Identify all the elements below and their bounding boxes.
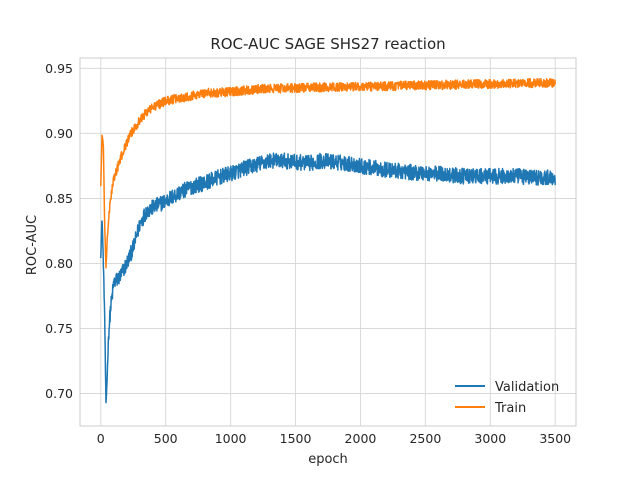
x-tick-label: 0 [97,431,105,446]
y-tick-label: 0.75 [45,321,73,336]
validation-line [100,152,556,404]
legend-label-train: Train [494,401,526,416]
y-axis-label: ROC-AUC [25,215,40,275]
x-tick-label: 500 [154,431,178,446]
x-tick-label: 1000 [215,431,247,446]
tick-labels: 0 500 1000 1500 2000 2500 3000 3500 0.70 0.75 0.80… [45,61,571,446]
y-tick-label: 0.85 [45,191,73,206]
y-tick-label: 0.70 [45,386,73,401]
legend-label-validation: Validation [495,380,559,395]
y-tick-label: 0.95 [45,61,73,76]
x-tick-label: 1500 [280,431,312,446]
x-tick-label: 2500 [409,431,441,446]
x-axis-label: epoch [308,452,348,467]
y-tick-label: 0.90 [45,126,73,141]
y-tick-label: 0.80 [45,256,73,271]
x-tick-label: 3500 [539,431,571,446]
x-tick-label: 3000 [474,431,506,446]
chart-title: ROC-AUC SAGE SHS27 reaction [210,35,445,53]
plot-area-frame [79,57,577,427]
series-layer [100,77,556,404]
legend: Validation Train [455,380,559,416]
train-line [100,77,556,269]
x-tick-label: 2000 [345,431,377,446]
